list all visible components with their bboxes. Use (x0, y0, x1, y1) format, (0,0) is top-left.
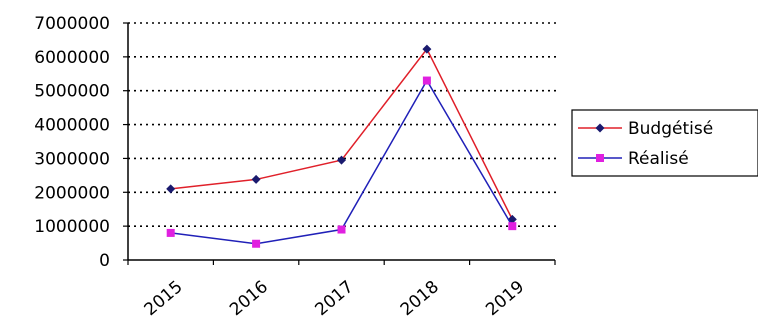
legend-label: Réalisé (628, 149, 689, 169)
y-tick-label: 3000000 (34, 149, 110, 169)
series (166, 44, 517, 248)
y-tick-labels: 7000000 6000000 5000000 4000000 3000000 20000… (34, 14, 110, 271)
gridlines (128, 22, 556, 227)
data-point (166, 184, 176, 194)
data-point (422, 76, 431, 85)
legend-marker (595, 123, 605, 133)
y-tick-label: 7000000 (34, 14, 110, 34)
y-tick-label: 0 (99, 251, 110, 271)
data-point (337, 225, 346, 234)
y-tick-label: 2000000 (34, 183, 110, 203)
x-tick-label: 2019 (482, 277, 528, 320)
data-point (508, 222, 517, 231)
data-point (337, 155, 346, 165)
data-point (166, 228, 175, 237)
legend-box (571, 109, 758, 177)
x-tick-label: 2018 (397, 277, 443, 320)
x-tick-label: 2016 (226, 277, 272, 320)
y-tick-label: 5000000 (34, 82, 110, 102)
x-tick-label: 2015 (141, 277, 187, 320)
y-tick-label: 4000000 (34, 116, 110, 136)
data-point (252, 239, 261, 248)
y-tick-label: 6000000 (34, 48, 110, 68)
axes (123, 22, 556, 265)
legend: Budgétisé Réalisé (571, 109, 758, 177)
x-tick-labels: 2015 2016 2017 2018 2019 (141, 277, 529, 320)
legend-label: Budgétisé (628, 119, 713, 139)
series-line (170, 47, 513, 220)
legend-marker (596, 154, 604, 162)
data-point (422, 44, 432, 54)
y-tick-label: 1000000 (34, 217, 110, 237)
x-tick-label: 2017 (311, 277, 357, 320)
data-point (251, 174, 261, 184)
